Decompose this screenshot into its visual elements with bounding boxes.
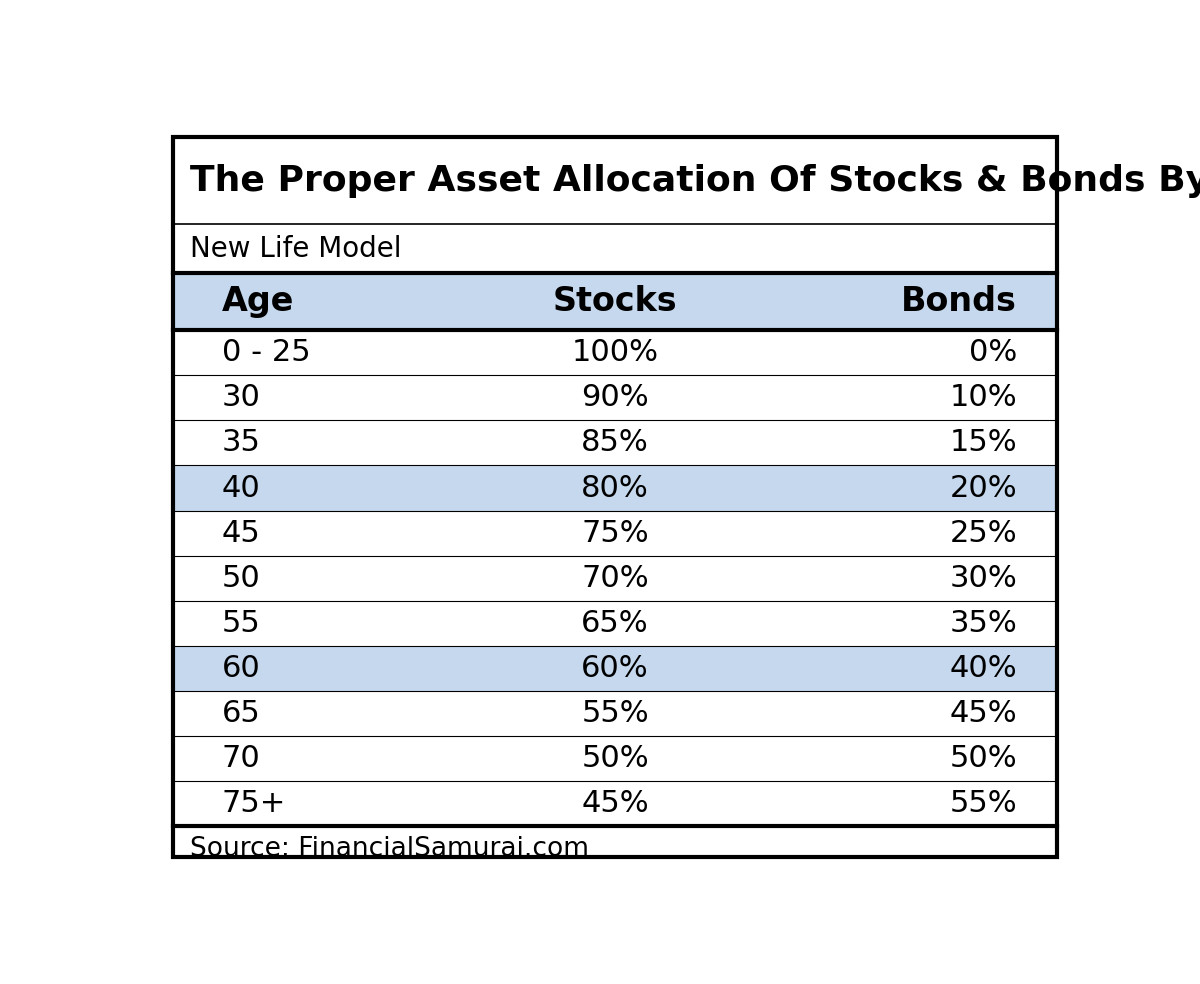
Text: 100%: 100%	[571, 338, 659, 367]
Bar	[173, 224, 1057, 274]
Text: 70: 70	[222, 744, 260, 773]
Text: Stocks: Stocks	[553, 285, 677, 318]
Text: 0 - 25: 0 - 25	[222, 338, 311, 367]
Bar	[173, 274, 1057, 331]
Text: 50%: 50%	[949, 744, 1016, 773]
Text: 30%: 30%	[949, 564, 1016, 592]
Bar	[173, 556, 1057, 600]
Bar	[173, 600, 1057, 646]
Text: The Proper Asset Allocation Of Stocks & Bonds By Age: The Proper Asset Allocation Of Stocks & …	[190, 163, 1200, 198]
Bar	[173, 781, 1057, 827]
Text: 50: 50	[222, 564, 260, 592]
Bar	[173, 511, 1057, 556]
Text: 75%: 75%	[581, 519, 649, 548]
Text: 20%: 20%	[949, 473, 1016, 503]
Text: 30: 30	[222, 384, 260, 412]
Text: 35: 35	[222, 428, 260, 458]
Text: 10%: 10%	[949, 384, 1016, 412]
Bar	[173, 646, 1057, 691]
Text: 40: 40	[222, 473, 260, 503]
Text: 75+: 75+	[222, 789, 287, 818]
Text: 55: 55	[222, 609, 260, 638]
Text: New Life Model: New Life Model	[190, 235, 402, 263]
Bar	[173, 420, 1057, 465]
Text: 25%: 25%	[949, 519, 1016, 548]
Text: 15%: 15%	[949, 428, 1016, 458]
Text: 35%: 35%	[949, 609, 1016, 638]
Bar	[173, 375, 1057, 420]
Text: 65%: 65%	[581, 609, 649, 638]
Text: 45%: 45%	[581, 789, 649, 818]
Text: 70%: 70%	[581, 564, 649, 592]
Text: 50%: 50%	[581, 744, 649, 773]
Bar	[173, 331, 1057, 375]
Text: 60%: 60%	[581, 653, 649, 683]
Text: 0%: 0%	[968, 338, 1016, 367]
Text: 55%: 55%	[581, 699, 649, 728]
Text: 40%: 40%	[949, 653, 1016, 683]
Bar	[173, 137, 1057, 224]
Text: 60: 60	[222, 653, 260, 683]
Text: 80%: 80%	[581, 473, 649, 503]
Text: 55%: 55%	[949, 789, 1016, 818]
Text: 65: 65	[222, 699, 260, 728]
Text: 85%: 85%	[581, 428, 649, 458]
Text: Source: FinancialSamurai.com: Source: FinancialSamurai.com	[190, 835, 589, 862]
Text: Bonds: Bonds	[901, 285, 1016, 318]
Text: Age: Age	[222, 285, 294, 318]
Bar	[173, 691, 1057, 736]
Text: 45%: 45%	[949, 699, 1016, 728]
Text: 90%: 90%	[581, 384, 649, 412]
Bar	[173, 465, 1057, 511]
Bar	[173, 736, 1057, 781]
Bar	[173, 827, 1057, 872]
Text: 45: 45	[222, 519, 260, 548]
